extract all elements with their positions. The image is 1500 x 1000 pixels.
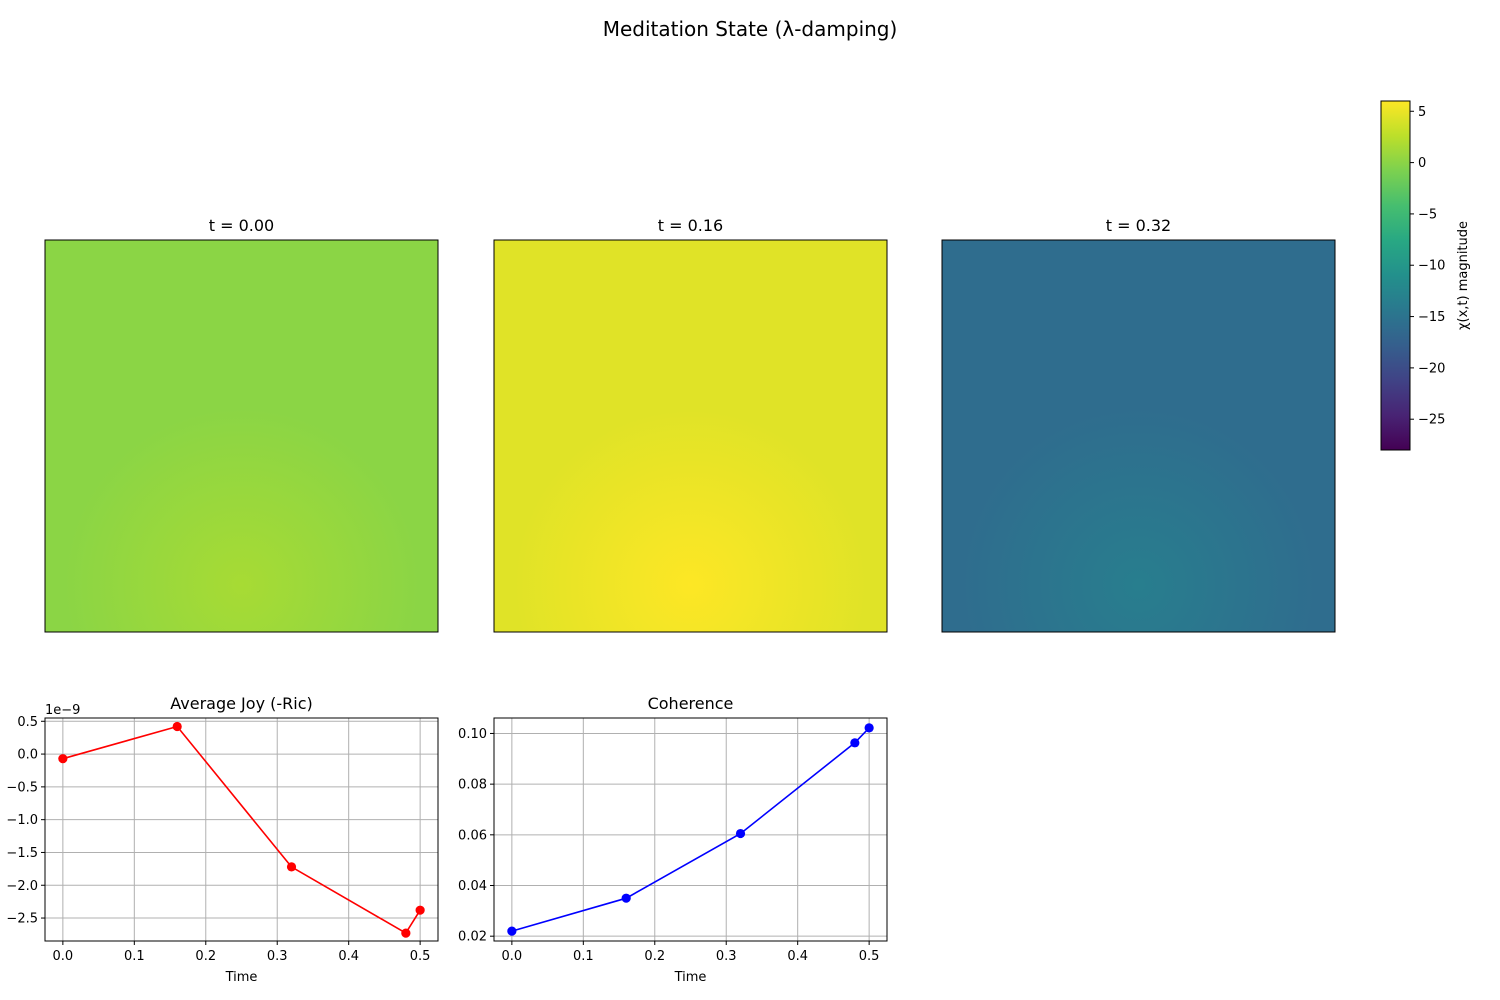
joy-x-tick-label: 0.5	[410, 949, 431, 964]
heatmap-panel-2: t = 0.32	[941, 216, 1336, 633]
colorbar-tick-label: −15	[1418, 310, 1445, 325]
joy-frame	[44, 717, 439, 942]
coherence-y-tick-label: 0.02	[458, 930, 487, 945]
joy-x-label: Time	[225, 970, 258, 985]
joy-y-tick-label: −2.0	[6, 879, 38, 894]
heatmap-title: t = 0.32	[1106, 216, 1171, 235]
joy-y-tick-label: −0.5	[6, 780, 38, 795]
colorbar-gradient	[1381, 101, 1410, 450]
heatmap-title: t = 0.16	[658, 216, 723, 235]
joy-x-tick-label: 0.3	[267, 949, 288, 964]
joy-data-point	[58, 754, 68, 764]
colorbar-tick-label: −10	[1418, 259, 1445, 274]
heatmap-frame	[493, 239, 888, 633]
heatmap-frame	[941, 239, 1336, 633]
heatmap-panel-0: t = 0.00	[44, 216, 439, 633]
colorbar-frame	[1380, 100, 1411, 451]
joy-data-point	[401, 928, 411, 938]
joy-data-point	[286, 862, 297, 872]
coherence-frame	[493, 717, 888, 942]
coherence-x-label: Time	[674, 970, 707, 985]
coherence-x-tick-label: 0.1	[573, 949, 594, 964]
coherence-title: Coherence	[648, 694, 734, 713]
colorbar-tick-label: 0	[1418, 156, 1426, 171]
coherence-data-point	[507, 926, 517, 936]
coherence-chart: 0.0 0.1 0.2 0.3 0.4 0.5 0.02 0.04 0.06 0.08 0.10 Co…	[458, 694, 888, 985]
coherence-data-point	[864, 723, 874, 733]
heatmap-panels: t = 0.00 t = 0.16 t = 0.32	[44, 216, 1336, 633]
joy-data-point	[172, 721, 182, 732]
figure-title: Meditation State (λ-damping)	[603, 17, 898, 41]
joy-x-tick-label: 0.2	[195, 949, 216, 964]
heatmap-field	[942, 240, 1335, 632]
heatmap-field	[494, 240, 887, 632]
joy-y-tick-label: −1.0	[6, 813, 38, 828]
joy-y-tick-label: 0.5	[17, 715, 38, 730]
joy-title: Average Joy (-Ric)	[170, 694, 312, 713]
joy-y-tick-label: −2.5	[6, 912, 38, 927]
colorbar-tick-label: −25	[1418, 413, 1445, 428]
heatmap-title: t = 0.00	[209, 216, 274, 235]
heatmap-panel-1: t = 0.16	[493, 216, 888, 633]
joy-y-tick-label: −1.5	[6, 846, 38, 861]
joy-series-line	[62, 725, 421, 935]
joy-x-tick-label: 0.1	[124, 949, 145, 964]
coherence-data-point	[850, 738, 860, 748]
colorbar-tick-label: 5	[1418, 105, 1426, 120]
coherence-series-line	[511, 727, 870, 932]
coherence-x-tick-label: 0.2	[644, 949, 665, 964]
coherence-y-tick-label: 0.06	[458, 828, 487, 843]
heatmap-frame	[44, 239, 439, 633]
joy-x-tick-label: 0.0	[53, 949, 74, 964]
colorbar-tick-label: −20	[1418, 361, 1445, 376]
average-joy-chart: 0.0 0.1 0.2 0.3 0.4 0.5 0.5 0.0 −0.5 −1.0 −1.5 −2.0…	[6, 694, 439, 985]
coherence-x-tick-label: 0.4	[787, 949, 808, 964]
coherence-y-tick-label: 0.04	[458, 879, 487, 894]
coherence-data-point	[621, 893, 631, 903]
coherence-x-tick-label: 0.3	[716, 949, 737, 964]
coherence-data-point	[735, 828, 746, 839]
coherence-y-tick-label: 0.10	[458, 727, 487, 742]
joy-y-tick-label: 0.0	[17, 748, 38, 763]
heatmap-field	[45, 240, 438, 632]
joy-data-point	[415, 905, 425, 915]
colorbar: 5 0 −5 −10 −15 −20 −25 χ(x,t) magnitude	[1380, 100, 1471, 451]
coherence-y-tick-label: 0.08	[458, 778, 487, 793]
joy-offset-label: 1e−9	[45, 703, 80, 718]
colorbar-tick-label: −5	[1418, 207, 1437, 222]
coherence-x-tick-label: 0.5	[859, 949, 880, 964]
colorbar-label: χ(x,t) magnitude	[1456, 221, 1471, 330]
joy-x-tick-label: 0.4	[338, 949, 359, 964]
coherence-x-tick-label: 0.0	[502, 949, 523, 964]
